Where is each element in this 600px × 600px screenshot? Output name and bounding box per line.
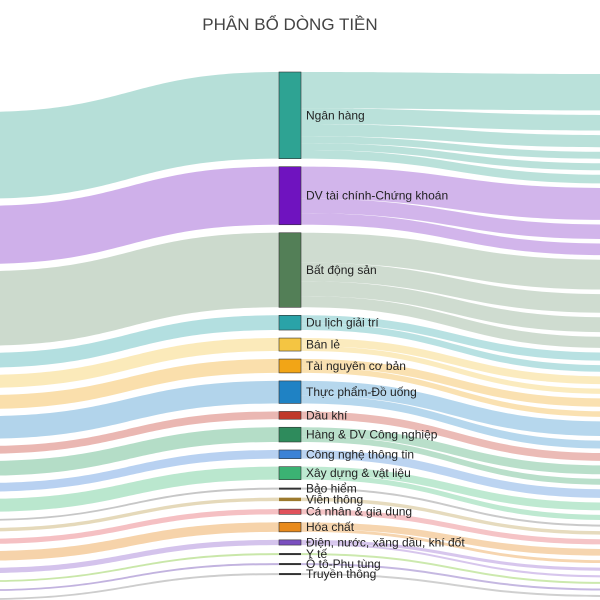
- flow-out-1-2: [301, 213, 600, 256]
- chart-title: PHÂN BỔ DÒNG TIỀN: [202, 15, 377, 34]
- flow-out-18-0: [301, 573, 600, 597]
- flow-out-4-0: [301, 338, 600, 385]
- flow-out-2-3: [301, 296, 600, 348]
- flow-out-4-1: [301, 345, 600, 394]
- flow-out-1-0: [301, 166, 600, 220]
- flow-out-15-0: [301, 539, 600, 571]
- sankey-node-13: [278, 508, 302, 515]
- flow-in-14: [0, 522, 279, 561]
- flow-in-15: [0, 539, 279, 573]
- flow-out-5-1: [301, 367, 600, 417]
- sankey-node-15: [278, 539, 302, 546]
- node-label-13: Cá nhân & gia dụng: [306, 505, 412, 519]
- sankey-node-0: [278, 71, 302, 159]
- outgoing-flows: [301, 72, 600, 597]
- flow-out-0-5: [301, 150, 600, 184]
- flow-in-10: [0, 466, 279, 512]
- node-label-18: Truyền thông: [306, 567, 376, 581]
- flow-out-15-1: [301, 542, 600, 578]
- flow-out-7-0: [301, 411, 600, 461]
- flow-out-12-0: [301, 497, 600, 535]
- flow-out-2-0: [301, 232, 600, 290]
- node-label-3: Du lịch giải trí: [306, 316, 379, 330]
- flow-out-9-0: [301, 449, 600, 498]
- node-label-10: Xây dựng & vật liệu: [306, 466, 411, 480]
- flow-in-3: [0, 315, 279, 368]
- flow-out-8-0: [301, 427, 600, 475]
- node-label-5: Tài nguyên cơ bản: [306, 359, 406, 373]
- sankey-node-3: [278, 315, 302, 331]
- sankey-node-8: [278, 426, 302, 443]
- flow-in-1: [0, 166, 279, 264]
- node-label-16: Y tế: [306, 547, 327, 561]
- flow-out-0-1: [301, 108, 600, 131]
- flow-in-13: [0, 509, 279, 544]
- sankey-node-5: [278, 358, 302, 374]
- sankey-node-16: [279, 553, 301, 556]
- node-label-8: Hàng & DV Công nghiệp: [306, 428, 438, 442]
- node-label-15: Điện, nước, xăng dầu, khí đốt: [306, 535, 465, 549]
- node-label-2: Bất động sản: [306, 263, 377, 277]
- sankey-node-6: [278, 380, 302, 404]
- sankey-node-14: [278, 522, 302, 533]
- flow-out-2-1: [301, 262, 600, 313]
- sankey-node-10: [278, 466, 302, 480]
- flow-out-6-1: [301, 395, 600, 449]
- flow-out-10-0: [301, 466, 600, 511]
- sankey-node-17: [279, 563, 301, 566]
- flow-in-4: [0, 338, 279, 388]
- flow-out-0-4: [301, 143, 600, 171]
- flow-out-0-3: [301, 136, 600, 159]
- sankey-nodes: [278, 71, 302, 576]
- node-label-14: Hóa chất: [306, 520, 355, 534]
- flow-out-17-0: [301, 563, 600, 591]
- node-label-4: Bán lẻ: [306, 338, 340, 352]
- sankey-node-18: [279, 573, 301, 576]
- node-label-0: Ngân hàng: [306, 108, 365, 122]
- flow-out-14-0: [301, 522, 600, 556]
- flow-out-2-2: [301, 281, 600, 333]
- flow-out-6-0: [301, 380, 600, 436]
- sankey-node-4: [278, 337, 302, 352]
- node-label-17: Ô tô-Phụ tùng: [306, 556, 381, 571]
- node-labels: Ngân hàng DV tài chính-Chứng khoán Bất độn…: [306, 108, 465, 581]
- flow-out-3-0: [301, 315, 600, 361]
- flow-in-9: [0, 449, 279, 492]
- node-label-11: Bảo hiểm: [306, 482, 357, 496]
- flow-out-10-1: [301, 474, 600, 520]
- node-label-6: Thực phẩm-Đồ uống: [306, 385, 417, 399]
- flow-out-3-1: [301, 323, 600, 372]
- sankey-node-2: [278, 232, 302, 308]
- flow-in-0: [0, 72, 279, 199]
- flow-in-12: [0, 497, 279, 532]
- incoming-flows: [0, 72, 279, 600]
- node-label-7: Dầu khí: [306, 408, 348, 422]
- sankey-node-1: [278, 166, 302, 226]
- flow-out-13-0: [301, 509, 600, 545]
- flow-in-18: [0, 573, 279, 600]
- sankey-node-7: [278, 411, 302, 420]
- flow-in-5: [0, 359, 279, 409]
- flow-in-8: [0, 427, 279, 476]
- flow-out-0-2: [301, 124, 600, 148]
- sankey-node-9: [278, 449, 302, 459]
- sankey-node-12: [279, 497, 301, 502]
- flow-out-1-1: [301, 198, 600, 239]
- flow-out-5-0: [301, 359, 600, 407]
- flow-out-8-1: [301, 436, 600, 485]
- flow-in-6: [0, 380, 279, 439]
- sankey-node-11: [279, 487, 301, 490]
- flow-out-0-0: [301, 72, 600, 111]
- flow-out-16-0: [301, 553, 600, 584]
- flow-out-14-1: [301, 529, 600, 563]
- flow-in-7: [0, 411, 279, 454]
- node-label-1: DV tài chính-Chứng khoán: [306, 189, 448, 203]
- node-label-9: Công nghệ thông tin: [306, 447, 414, 461]
- flow-in-2: [0, 232, 279, 346]
- node-label-12: Viễn thông: [306, 491, 363, 506]
